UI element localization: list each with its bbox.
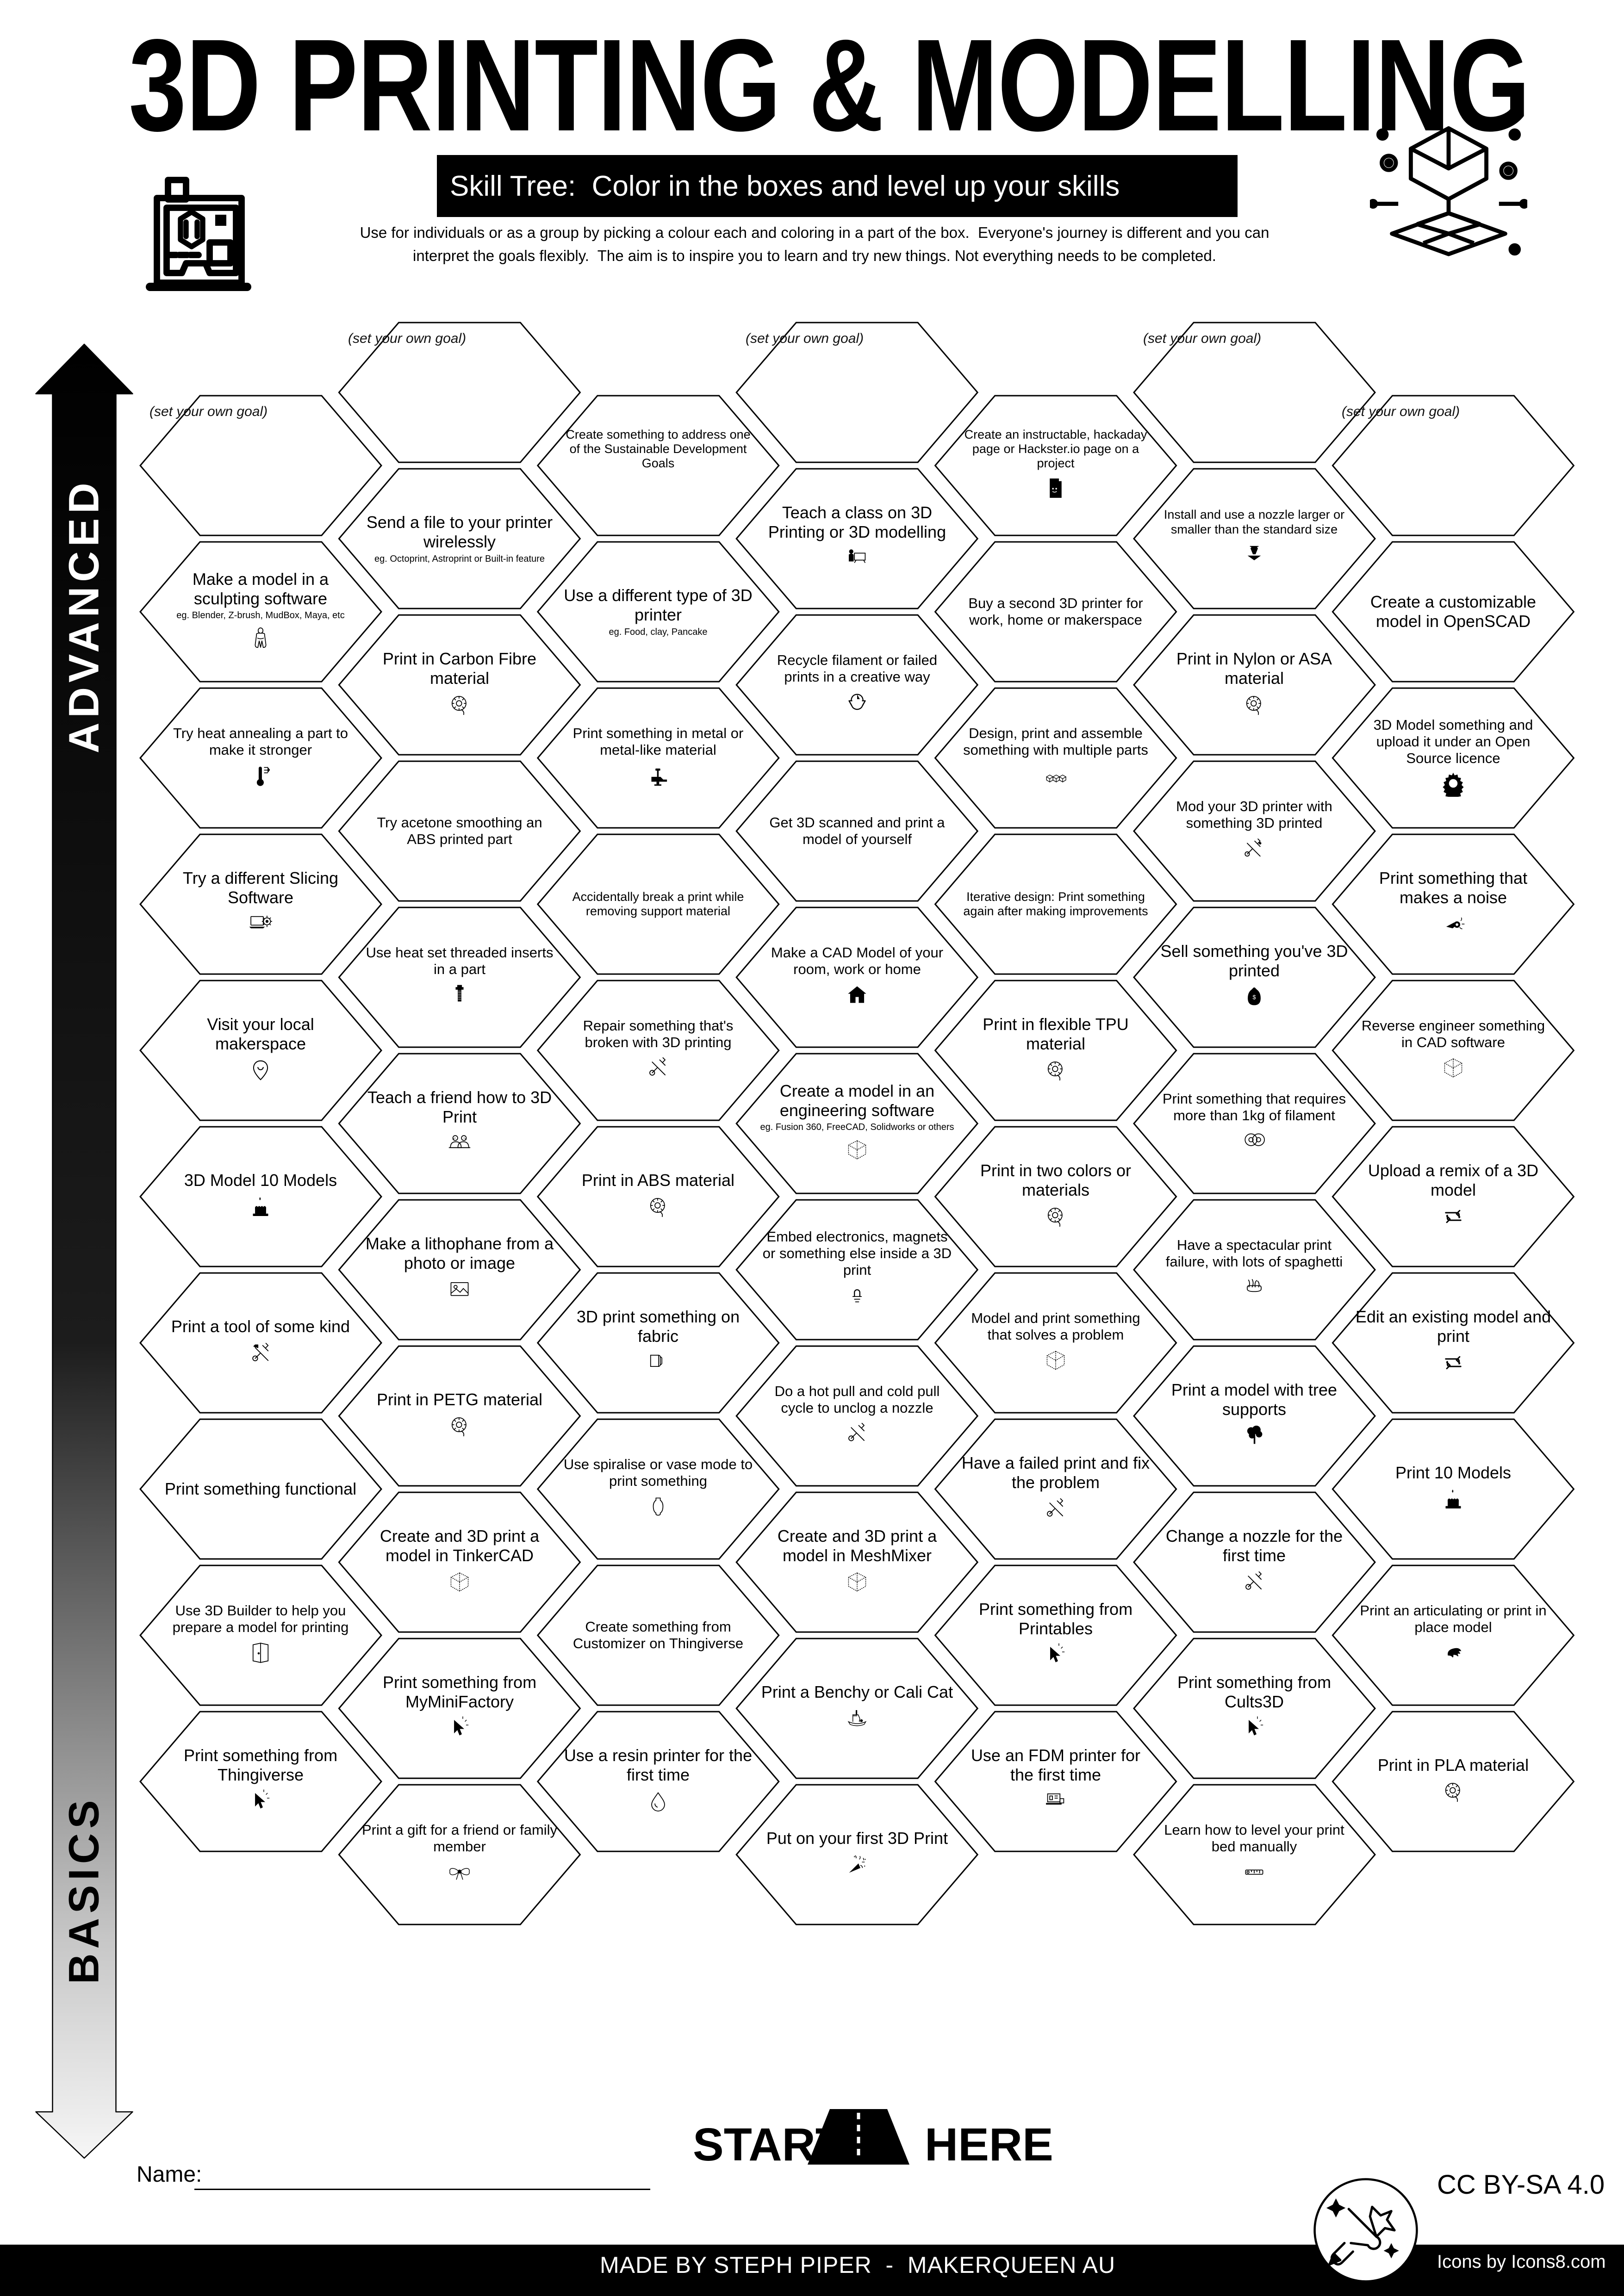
- svg-text:$: $: [1252, 994, 1256, 1001]
